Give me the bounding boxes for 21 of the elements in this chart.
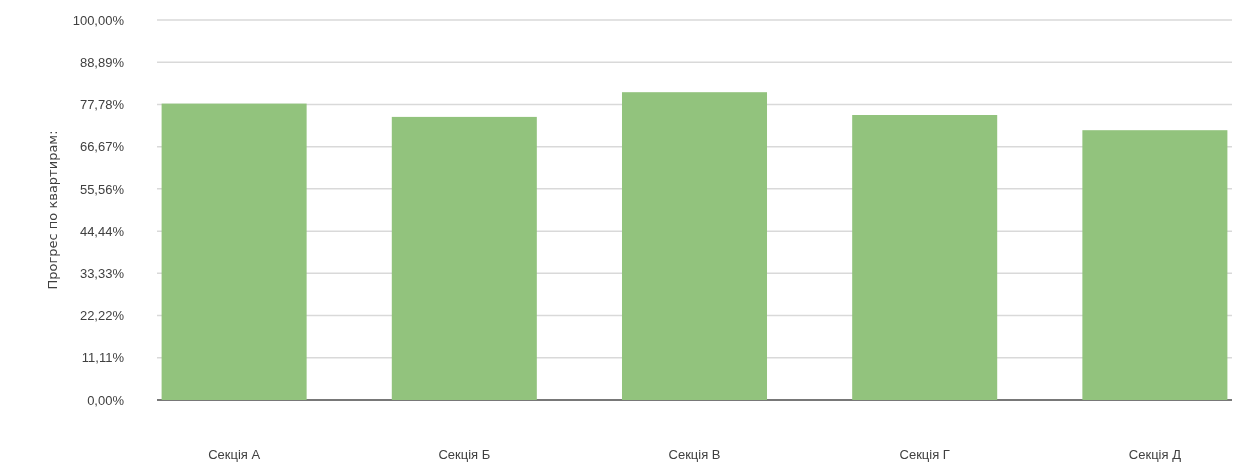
y-tick-label: 33,33% bbox=[79, 266, 125, 282]
y-tick-label: 44,44% bbox=[79, 223, 125, 239]
y-tick-label: 77,78% bbox=[79, 97, 125, 113]
y-tick-label: 66,67% bbox=[79, 139, 125, 155]
bar bbox=[161, 103, 307, 400]
y-tick-label: 0,00% bbox=[87, 392, 125, 408]
y-axis-title: Прогрес по квартирам: bbox=[45, 130, 60, 290]
x-tick-label: Секція Б bbox=[438, 447, 491, 463]
bar bbox=[852, 115, 998, 400]
y-tick-label: 11,11% bbox=[81, 350, 125, 366]
x-tick-label: Секція Г bbox=[899, 447, 950, 463]
x-tick-label: Секція А bbox=[208, 447, 261, 463]
x-tick-label: Секція В bbox=[668, 447, 721, 463]
x-tick-label: Секція Д bbox=[1128, 447, 1182, 463]
y-tick-label: 55,56% bbox=[79, 181, 125, 197]
y-tick-label: 22,22% bbox=[79, 308, 125, 324]
bar bbox=[391, 116, 537, 400]
bar bbox=[621, 92, 768, 400]
bar bbox=[1082, 130, 1228, 400]
y-tick-label: 88,89% bbox=[79, 54, 125, 70]
y-tick-label: 100,00% bbox=[72, 12, 125, 28]
